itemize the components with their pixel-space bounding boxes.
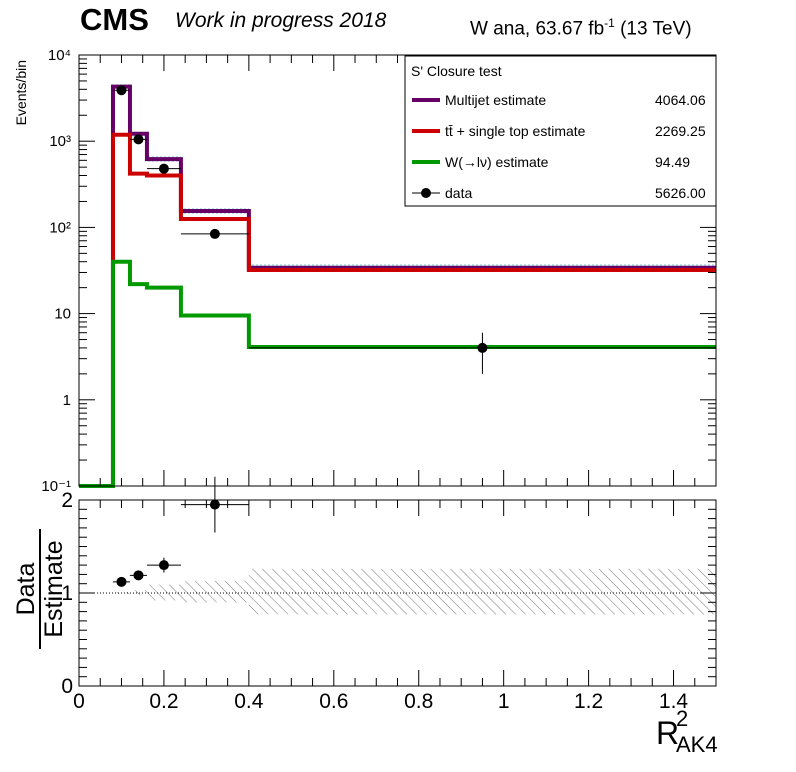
data-point xyxy=(116,85,127,96)
legend-entry-label: Multijet estimate xyxy=(445,92,546,108)
ratio-y-tick-label: 1 xyxy=(61,582,73,605)
y-tick-label: 1 xyxy=(63,392,71,409)
x-tick-label: 1.4 xyxy=(659,690,689,713)
data-point xyxy=(158,163,169,174)
x-tick-label: 0.4 xyxy=(234,690,264,713)
y-tick-label: 10⁴ xyxy=(48,47,71,64)
ratio-point xyxy=(158,560,169,571)
x-tick-label: 1.2 xyxy=(574,690,603,713)
x-tick-label: 0.8 xyxy=(404,690,433,713)
legend-entry-value: 5626.00 xyxy=(655,185,706,201)
ratio-label-numerator: Data xyxy=(12,563,40,616)
x-tick-label: 0 xyxy=(73,690,85,713)
luminosity-label: W ana, 63.67 fb-1 (13 TeV) xyxy=(470,16,692,40)
legend-box xyxy=(404,55,717,207)
histogram-1 xyxy=(79,132,716,488)
legend-entry-value: 4064.06 xyxy=(655,92,706,108)
legend: S' Closure test Multijet estimate 4064.06 t… xyxy=(404,55,717,207)
ratio-uncertainty-band xyxy=(129,590,147,595)
y-tick-label: 10³ xyxy=(49,133,71,150)
y-tick-label: 10² xyxy=(49,219,71,236)
legend-entry-value: 94.49 xyxy=(655,154,690,170)
y-axis-label: Events/bin xyxy=(13,60,29,125)
legend-title: S' Closure test xyxy=(411,63,502,79)
ratio-point xyxy=(116,576,127,587)
lumi-exponent: -1 xyxy=(604,16,615,30)
ratio-uncertainty-band xyxy=(248,568,716,615)
legend-entry-label: tt̄ + single top estimate xyxy=(445,123,586,139)
data-point xyxy=(209,228,220,239)
ratio-uncertainty-band xyxy=(180,580,249,603)
status-label: Work in progress 2018 xyxy=(175,9,387,32)
x-tick-label: 0.6 xyxy=(319,690,348,713)
main-pad: 10⁻¹ 1 10 10² 10³ 10⁴ Events/bin xyxy=(13,47,717,495)
x-axis-label: R xyxy=(656,715,679,751)
y-tick-label: 10⁻¹ xyxy=(41,478,71,495)
ratio-point xyxy=(209,499,220,510)
legend-entry-label: data xyxy=(445,185,472,201)
histogram-2 xyxy=(79,259,716,488)
ratio-y-tick-label: 2 xyxy=(61,489,73,512)
legend-entry-label: W(→lν) estimate xyxy=(445,154,549,170)
lumi-prefix: W ana, 63.67 fb xyxy=(470,18,605,40)
x-axis-label-sub: AK4 xyxy=(676,732,718,757)
data-point xyxy=(133,134,144,145)
data-point xyxy=(477,342,488,353)
experiment-label: CMS xyxy=(80,2,149,37)
x-axis-label-sup: 2 xyxy=(676,706,688,731)
lumi-suffix: (13 TeV) xyxy=(614,18,692,40)
legend-swatch-marker xyxy=(421,188,431,198)
ratio-point xyxy=(133,570,144,581)
ratio-y-tick-label: 0 xyxy=(61,675,73,698)
ratio-y-axis-label: Data Estimate xyxy=(12,529,68,649)
ratio-label-denominator: Estimate xyxy=(40,540,68,637)
legend-entry-value: 2269.25 xyxy=(655,123,706,139)
x-tick-label: 1 xyxy=(498,690,510,713)
x-tick-label: 0.2 xyxy=(149,690,178,713)
y-tick-label: 10 xyxy=(54,306,71,323)
